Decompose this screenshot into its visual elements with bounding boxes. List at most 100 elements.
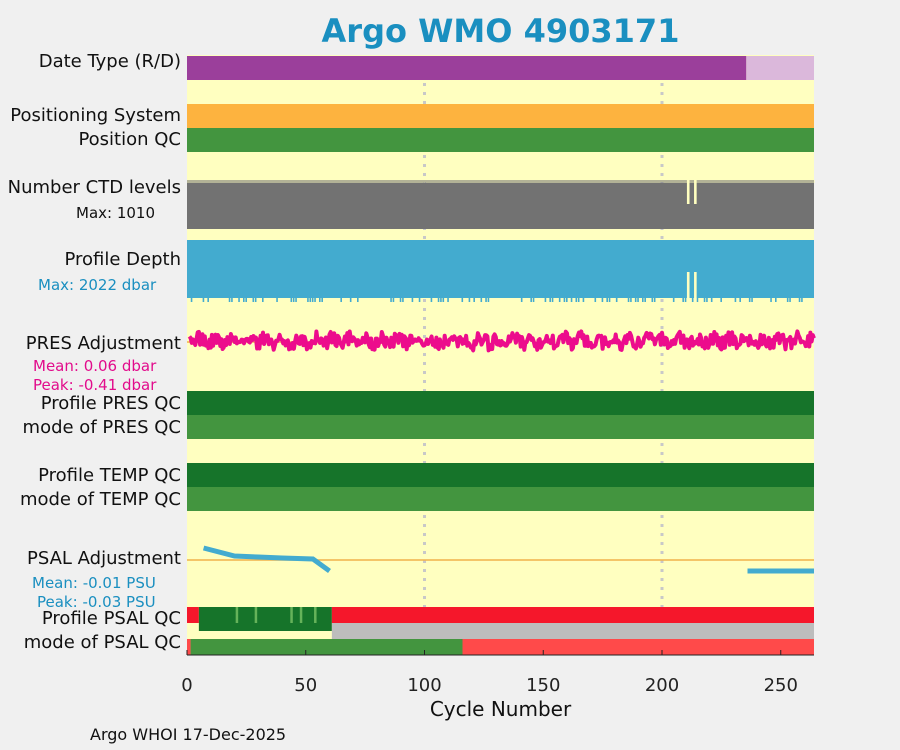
chart-title: Argo WMO 4903171	[321, 12, 680, 50]
label-profile-temp-qc: Profile TEMP QC	[38, 465, 181, 486]
depth-notch	[252, 298, 255, 302]
depth-notch	[563, 298, 566, 302]
date-type-row	[187, 56, 814, 80]
depth-notch	[190, 298, 193, 302]
depth-notch	[594, 298, 597, 302]
depth-notch	[801, 298, 803, 302]
psal-mean-label: Mean: -0.01 PSU	[32, 574, 156, 592]
mode-psal-qc-top-segment	[331, 623, 814, 639]
label-positioning-system: Positioning System	[10, 105, 181, 126]
depth-notch	[254, 298, 257, 302]
depth-notch	[231, 298, 233, 302]
depth-notch	[582, 298, 585, 302]
depth-notch	[340, 298, 342, 302]
depth-notch	[399, 298, 402, 302]
depth-notch	[532, 298, 535, 302]
depth-notch	[357, 298, 359, 302]
pres-adjustment-series	[187, 329, 816, 353]
depth-notch	[615, 298, 618, 302]
profile-psal-qc-bars	[187, 607, 814, 631]
profile-depth-bars	[187, 240, 814, 302]
label-mode-psal-qc: mode of PSAL QC	[23, 632, 181, 653]
depth-notch	[544, 298, 547, 302]
depth-notch	[480, 298, 483, 302]
depth-notch	[245, 298, 247, 302]
mode-psal-qc-bottom-bars	[187, 639, 814, 655]
label-date-type: Date Type (R/D)	[38, 51, 181, 72]
label-mode-pres-qc: mode of PRES QC	[22, 417, 181, 438]
positioning-system-bar	[187, 104, 814, 128]
depth-notch	[440, 298, 442, 302]
footer-credit: Argo WHOI 17-Dec-2025	[90, 725, 287, 744]
date-type-realtime-bar	[187, 56, 747, 80]
depth-notch	[786, 298, 789, 302]
mode-temp-qc-bar	[187, 487, 814, 511]
depth-notch	[627, 298, 630, 302]
depth-notch	[734, 298, 737, 302]
x-tick-label: 200	[645, 675, 679, 696]
depth-notch	[672, 298, 675, 302]
depth-notch	[461, 298, 464, 302]
depth-notch	[606, 298, 608, 302]
ctd-gap	[694, 180, 697, 204]
pres-peak-label: Peak: -0.41 dbar	[33, 376, 157, 394]
depth-notch	[739, 298, 741, 302]
depth-notch	[349, 298, 352, 302]
psal-qc-light-stripe	[314, 607, 317, 631]
depth-notch	[710, 298, 713, 302]
depth-notch	[720, 298, 722, 302]
depth-max-label: Max: 2022 dbar	[38, 276, 157, 294]
depth-notch	[468, 298, 471, 302]
depth-notch	[520, 298, 523, 302]
depth-notch	[418, 298, 421, 302]
depth-notch	[314, 298, 316, 302]
depth-notch	[637, 298, 639, 302]
x-tick-label: 250	[764, 675, 798, 696]
depth-notch	[644, 298, 646, 302]
depth-notch	[437, 298, 440, 302]
depth-notch	[608, 298, 611, 302]
mode-pres-qc-bar	[187, 415, 814, 439]
psal-peak-label: Peak: -0.03 PSU	[37, 593, 156, 611]
depth-notch	[447, 298, 449, 302]
label-psal-adjustment: PSAL Adjustment	[26, 548, 181, 569]
x-tick-label: 50	[294, 675, 317, 696]
depth-notch	[202, 298, 205, 302]
mode-psal-qc-top-bars	[331, 623, 814, 639]
label-mode-temp-qc: mode of TEMP QC	[19, 489, 181, 510]
depth-notch	[392, 298, 395, 302]
depth-notch	[207, 298, 209, 302]
depth-gap	[694, 272, 697, 302]
depth-notch	[530, 298, 532, 302]
vertical-grid	[423, 56, 664, 654]
depth-notch	[319, 298, 321, 302]
depth-notch	[696, 298, 699, 302]
pres-mean-label: Mean: 0.06 dbar	[33, 357, 157, 375]
depth-notch	[575, 298, 578, 302]
position-qc-bar	[187, 128, 814, 152]
x-tick-label: 0	[181, 675, 192, 696]
psal-qc-light-stripe	[235, 607, 239, 631]
depth-notch	[751, 298, 753, 302]
depth-notch	[276, 298, 278, 302]
psal-qc-lower-segment	[198, 623, 332, 631]
label-profile-psal-qc: Profile PSAL QC	[41, 608, 181, 629]
mode-psal-qc-segment	[187, 639, 191, 655]
depth-notch	[770, 298, 772, 302]
depth-notch	[684, 298, 687, 302]
depth-notch	[601, 298, 604, 302]
ctd-max-label: Max: 1010	[76, 204, 156, 222]
depth-notch	[487, 298, 490, 302]
date-type-delayed-bar	[746, 56, 814, 80]
x-tick-label: 100	[407, 675, 441, 696]
depth-notch	[243, 298, 245, 302]
psal-qc-light-stripe	[299, 607, 303, 631]
psal-adjustment-series	[202, 545, 814, 574]
depth-notch	[262, 298, 264, 302]
depth-notch	[485, 298, 487, 302]
psal-qc-segment	[187, 607, 199, 623]
mode-psal-qc-segment	[462, 639, 814, 655]
depth-notch	[630, 298, 632, 302]
depth-notch	[390, 298, 392, 302]
